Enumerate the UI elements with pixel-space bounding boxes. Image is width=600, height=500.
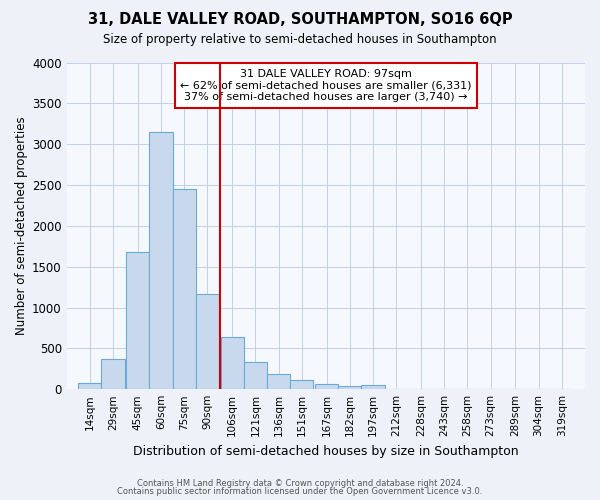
Bar xyxy=(290,380,313,389)
Bar xyxy=(361,385,385,389)
Y-axis label: Number of semi-detached properties: Number of semi-detached properties xyxy=(15,116,28,335)
Bar xyxy=(78,383,101,389)
Bar xyxy=(221,337,244,389)
Bar xyxy=(338,386,361,389)
Bar xyxy=(315,384,338,389)
Text: Size of property relative to semi-detached houses in Southampton: Size of property relative to semi-detach… xyxy=(103,32,497,46)
Bar xyxy=(244,362,267,389)
Bar xyxy=(173,189,196,389)
Text: Contains public sector information licensed under the Open Government Licence v3: Contains public sector information licen… xyxy=(118,487,482,496)
Bar xyxy=(196,294,219,389)
Bar xyxy=(267,374,290,389)
Text: 31 DALE VALLEY ROAD: 97sqm
← 62% of semi-detached houses are smaller (6,331)
37%: 31 DALE VALLEY ROAD: 97sqm ← 62% of semi… xyxy=(180,69,472,102)
Bar xyxy=(126,252,149,389)
X-axis label: Distribution of semi-detached houses by size in Southampton: Distribution of semi-detached houses by … xyxy=(133,444,518,458)
Text: Contains HM Land Registry data © Crown copyright and database right 2024.: Contains HM Land Registry data © Crown c… xyxy=(137,478,463,488)
Text: 31, DALE VALLEY ROAD, SOUTHAMPTON, SO16 6QP: 31, DALE VALLEY ROAD, SOUTHAMPTON, SO16 … xyxy=(88,12,512,28)
Bar xyxy=(149,132,173,389)
Bar xyxy=(101,359,125,389)
